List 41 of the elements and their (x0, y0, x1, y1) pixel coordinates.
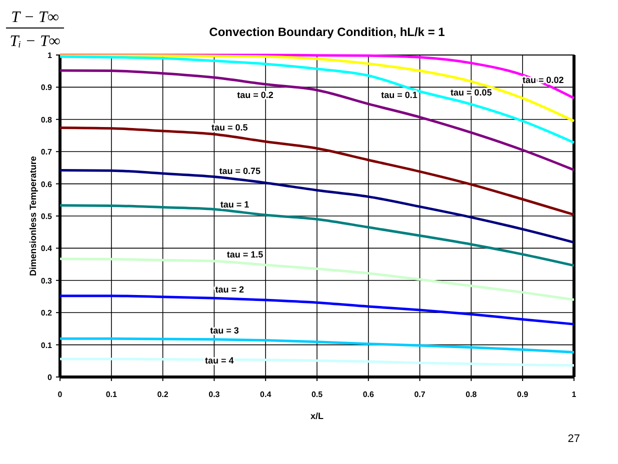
x-tick-label: 0.7 (414, 390, 426, 399)
line-series (58, 169, 576, 244)
y-tick-label: 0.1 (40, 340, 53, 350)
y-tick-label: 0.4 (40, 244, 53, 254)
line-series (58, 337, 576, 354)
x-tick-label: 0.4 (260, 390, 272, 399)
y-tick-label: 0.5 (40, 212, 53, 221)
text: Tᵢ − T∞ (10, 33, 60, 50)
y-tick-label: 0.3 (40, 276, 53, 286)
x-tick-label: 0.3 (208, 390, 220, 399)
series-label: tau = 0.1 (381, 90, 418, 100)
x-tick-label: 0.5 (311, 390, 324, 399)
line-series (58, 294, 576, 326)
text: 27 (568, 433, 580, 445)
line-series (58, 55, 576, 144)
y-tick-label: 0.8 (40, 115, 53, 124)
x-tick-label: 0.6 (362, 390, 375, 399)
x-tick-label: 0 (58, 390, 63, 399)
chart-title: Convection Boundary Condition, hL/k = 1 (209, 25, 446, 39)
y-tick-label: 0.2 (40, 308, 53, 318)
series-label: tau = 1 (220, 200, 250, 210)
series-label: tau = 0.75 (219, 166, 261, 176)
line-series (58, 358, 576, 367)
x-tick-label: 0.2 (157, 390, 169, 399)
x-axis-title: x/L (310, 411, 324, 421)
y-tick-label: 0.9 (40, 83, 53, 92)
series-label: tau = 2 (215, 284, 244, 295)
line-series (58, 54, 576, 122)
x-tick-label: 0.9 (517, 390, 529, 399)
series-label: tau = 4 (204, 356, 234, 366)
y-axis-title: Dimensionless Temperature (28, 156, 38, 276)
series-label: tau = 1.5 (226, 249, 264, 260)
x-tick-label: 0.1 (106, 390, 118, 399)
x-tick-label: 1 (572, 390, 577, 399)
y-tick-label: 0 (48, 373, 53, 382)
y-tick-label: 0.7 (40, 148, 53, 157)
y-tick-label: 0.6 (40, 180, 53, 189)
x-tick-label: 0.8 (466, 390, 478, 399)
line-series (58, 258, 576, 301)
text: T − T∞ (11, 9, 59, 26)
y-tick-label: 1 (48, 51, 53, 60)
